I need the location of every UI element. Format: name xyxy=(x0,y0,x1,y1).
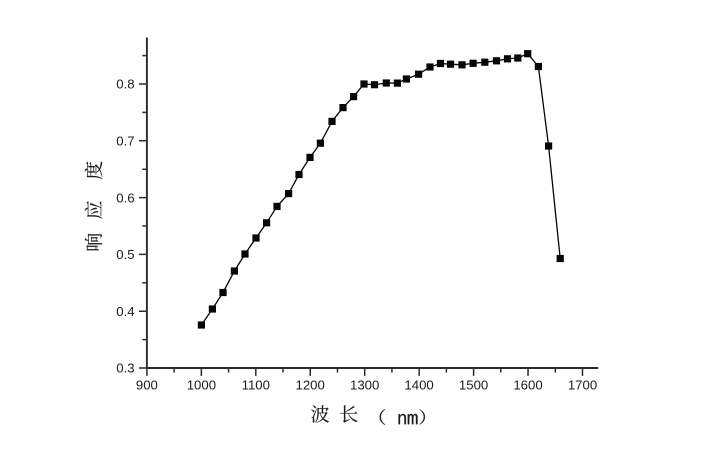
svg-text:1300: 1300 xyxy=(350,377,379,392)
svg-text:0.6: 0.6 xyxy=(116,190,134,205)
svg-text:1400: 1400 xyxy=(404,377,433,392)
svg-text:0.7: 0.7 xyxy=(116,134,134,149)
svg-text:1000: 1000 xyxy=(187,377,216,392)
svg-text:0.5: 0.5 xyxy=(116,247,134,262)
svg-text:0.3: 0.3 xyxy=(116,361,134,376)
svg-text:1500: 1500 xyxy=(459,377,488,392)
svg-text:1200: 1200 xyxy=(296,377,325,392)
svg-text:1600: 1600 xyxy=(513,377,542,392)
svg-text:0.8: 0.8 xyxy=(116,77,134,92)
svg-text:0.4: 0.4 xyxy=(116,304,134,319)
svg-text:1700: 1700 xyxy=(568,377,597,392)
svg-text:1100: 1100 xyxy=(242,377,270,392)
svg-text:900: 900 xyxy=(136,377,158,392)
